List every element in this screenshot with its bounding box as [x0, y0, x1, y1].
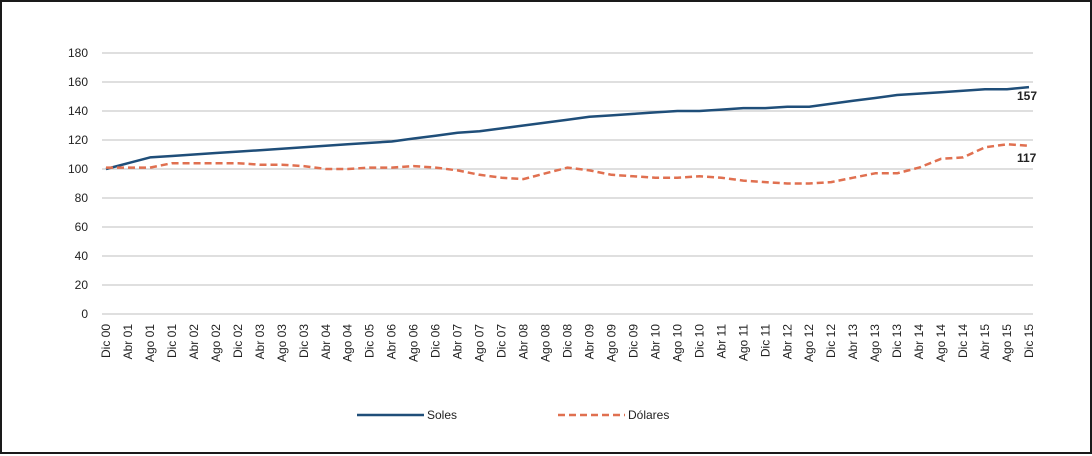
- x-tick-label: Ago 03: [275, 324, 289, 362]
- x-tick-label: Dic 07: [495, 324, 509, 358]
- x-tick-label: Ago 01: [143, 324, 157, 362]
- end-label-dolares: 117: [1017, 151, 1037, 165]
- x-tick-label: Dic 14: [956, 324, 970, 358]
- x-tick-label: Ago 09: [604, 324, 618, 362]
- x-tick-label: Dic 13: [890, 324, 904, 358]
- x-tick-label: Dic 06: [429, 324, 443, 358]
- x-tick-label: Dic 10: [692, 324, 706, 358]
- x-tick-label: Ago 13: [868, 324, 882, 362]
- x-tick-label: Ago 06: [407, 324, 421, 362]
- y-tick-label: 160: [68, 75, 88, 89]
- y-tick-label: 0: [81, 307, 88, 321]
- x-tick-label: Dic 12: [824, 324, 838, 358]
- end-label-soles: 157: [1017, 89, 1037, 103]
- legend: Soles Dólares: [357, 408, 669, 422]
- y-tick-label: 180: [68, 46, 88, 60]
- x-tick-label: Abr 13: [846, 324, 860, 360]
- x-tick-label: Ago 02: [209, 324, 223, 362]
- y-axis: 0 20 40 60 80 100 120 140 160 180: [68, 46, 88, 321]
- x-tick-label: Abr 01: [121, 324, 135, 360]
- x-tick-label: Dic 01: [165, 324, 179, 358]
- x-tick-label: Ago 15: [1000, 324, 1014, 362]
- x-tick-label: Abr 06: [385, 324, 399, 360]
- y-tick-label: 80: [75, 191, 89, 205]
- x-tick-label: Dic 02: [231, 324, 245, 358]
- x-tick-label: Ago 08: [539, 324, 553, 362]
- y-tick-label: 120: [68, 133, 88, 147]
- end-labels: 157 117: [1017, 89, 1037, 165]
- x-tick-label: Ago 14: [934, 324, 948, 362]
- x-axis: Dic 00 Abr 01 Ago 01 Dic 01 Abr 02 Ago 02 Dic …: [99, 324, 1036, 362]
- x-tick-label: Dic 03: [297, 324, 311, 358]
- x-tick-label: Abr 11: [714, 324, 728, 359]
- legend-label: Dólares: [628, 408, 669, 422]
- series-line-soles: [106, 87, 1029, 169]
- y-tick-label: 40: [75, 249, 89, 263]
- x-tick-label: Abr 15: [978, 324, 992, 360]
- x-tick-label: Abr 07: [451, 324, 465, 360]
- x-tick-label: Abr 03: [253, 324, 267, 360]
- x-tick-label: Dic 15: [1022, 324, 1036, 358]
- x-tick-label: Ago 11: [736, 324, 750, 361]
- x-tick-label: Abr 04: [319, 324, 333, 360]
- x-tick-label: Abr 12: [780, 324, 794, 360]
- x-tick-label: Dic 00: [99, 324, 113, 358]
- y-tick-label: 60: [75, 220, 89, 234]
- y-tick-label: 140: [68, 104, 88, 118]
- x-tick-label: Abr 14: [912, 324, 926, 360]
- gridlines: [102, 53, 1033, 314]
- x-tick-label: Ago 07: [473, 324, 487, 362]
- x-tick-label: Abr 10: [648, 324, 662, 360]
- x-tick-label: Ago 12: [802, 324, 816, 362]
- x-tick-label: Dic 05: [363, 324, 377, 358]
- x-tick-label: Ago 04: [341, 324, 355, 362]
- x-tick-label: Dic 11: [758, 324, 772, 357]
- y-tick-label: 20: [75, 278, 89, 292]
- x-tick-label: Abr 02: [187, 324, 201, 360]
- x-tick-label: Ago 10: [670, 324, 684, 362]
- x-tick-label: Dic 08: [561, 324, 575, 358]
- x-tick-label: Abr 09: [582, 324, 596, 360]
- x-tick-label: Dic 09: [626, 324, 640, 358]
- y-tick-label: 100: [68, 162, 88, 176]
- x-tick-label: Abr 08: [517, 324, 531, 360]
- legend-label: Soles: [427, 408, 457, 422]
